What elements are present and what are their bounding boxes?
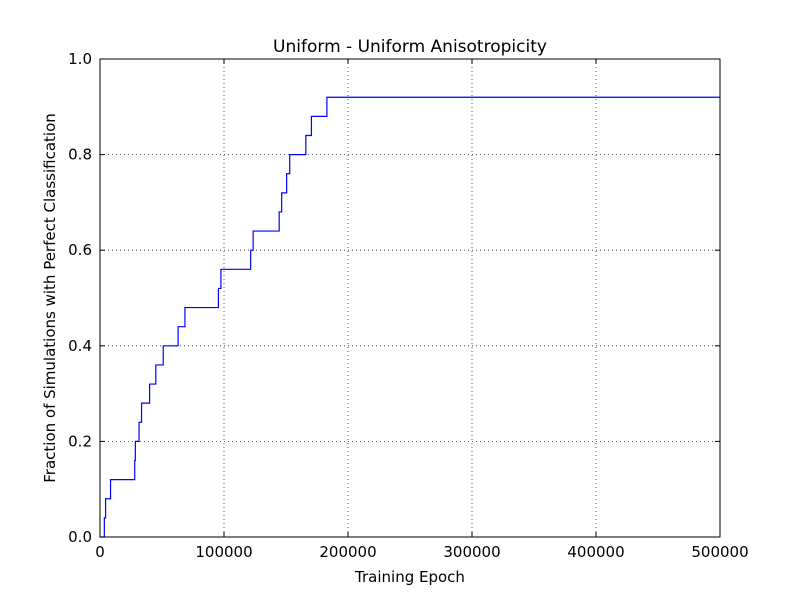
x-tick-label: 200000 [319, 543, 376, 561]
y-tick-label: 0.2 [68, 432, 92, 450]
y-tick-label: 0.4 [68, 337, 92, 355]
chart-title: Uniform - Uniform Anisotropicity [273, 37, 547, 57]
x-tick-label: 400000 [567, 543, 624, 561]
plot-frame [99, 58, 721, 538]
y-tick-label: 0.8 [68, 146, 92, 164]
y-axis-label: Fraction of Simulations with Perfect Cla… [41, 113, 59, 483]
series-line [100, 96, 720, 538]
grid [100, 59, 720, 537]
x-tick-label: 500000 [691, 543, 748, 561]
x-tick-label: 0 [95, 543, 105, 561]
x-tick-label: 100000 [195, 543, 252, 561]
y-tick-label: 0.0 [68, 528, 92, 546]
ticks: 0 100000 200000 300000 400000 500000 0.0 0.2 0.4… [68, 50, 748, 561]
x-axis-label: Training Epoch [354, 568, 465, 586]
y-tick-label: 0.6 [68, 241, 92, 259]
x-tick-label: 300000 [443, 543, 500, 561]
y-tick-label: 1.0 [68, 50, 92, 68]
series-layer [100, 96, 720, 538]
